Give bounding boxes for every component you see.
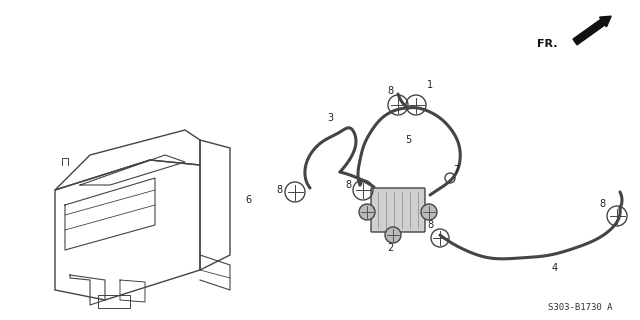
Text: 8: 8 xyxy=(276,185,282,195)
Text: FR.: FR. xyxy=(536,39,557,49)
Text: 3: 3 xyxy=(327,113,333,123)
Circle shape xyxy=(359,204,375,220)
Text: S303-B1730 A: S303-B1730 A xyxy=(548,303,612,313)
Text: 5: 5 xyxy=(405,135,411,145)
FancyArrow shape xyxy=(573,16,611,45)
Circle shape xyxy=(385,227,401,243)
Circle shape xyxy=(421,204,437,220)
FancyBboxPatch shape xyxy=(371,188,425,232)
Text: 2: 2 xyxy=(387,243,393,253)
Text: 8: 8 xyxy=(427,220,433,230)
Text: 1: 1 xyxy=(427,80,433,90)
Text: 4: 4 xyxy=(552,263,558,273)
Text: 6: 6 xyxy=(245,195,251,205)
Text: 8: 8 xyxy=(387,86,393,96)
Text: 7: 7 xyxy=(453,165,459,175)
Text: 8: 8 xyxy=(345,180,351,190)
Text: 8: 8 xyxy=(599,199,605,209)
